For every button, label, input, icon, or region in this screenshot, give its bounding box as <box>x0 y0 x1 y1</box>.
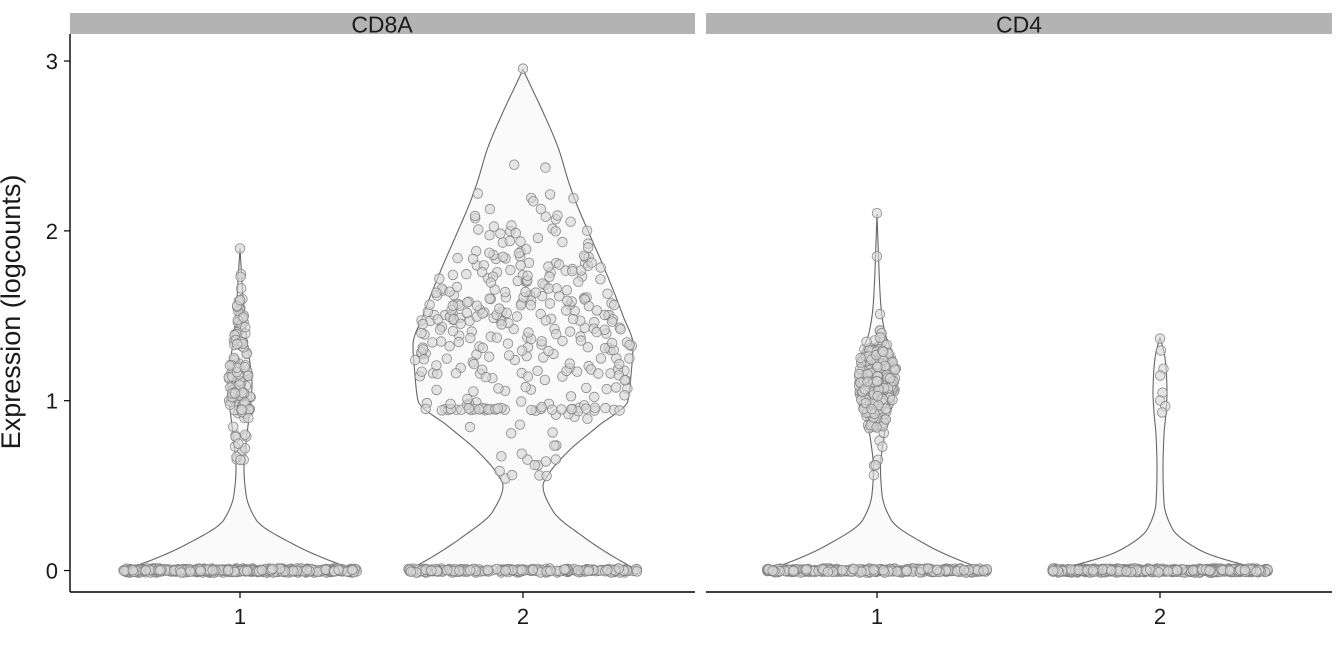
svg-text:1: 1 <box>46 389 58 414</box>
svg-text:1: 1 <box>871 604 883 629</box>
svg-text:Expression (logcounts): Expression (logcounts) <box>0 175 26 450</box>
svg-text:CD4: CD4 <box>996 12 1042 38</box>
svg-text:1: 1 <box>234 604 246 629</box>
svg-text:2: 2 <box>1154 604 1166 629</box>
svg-text:0: 0 <box>46 559 58 584</box>
svg-text:CD8A: CD8A <box>351 12 413 38</box>
svg-text:2: 2 <box>517 604 529 629</box>
svg-text:2: 2 <box>46 219 58 244</box>
svg-text:3: 3 <box>46 49 58 74</box>
